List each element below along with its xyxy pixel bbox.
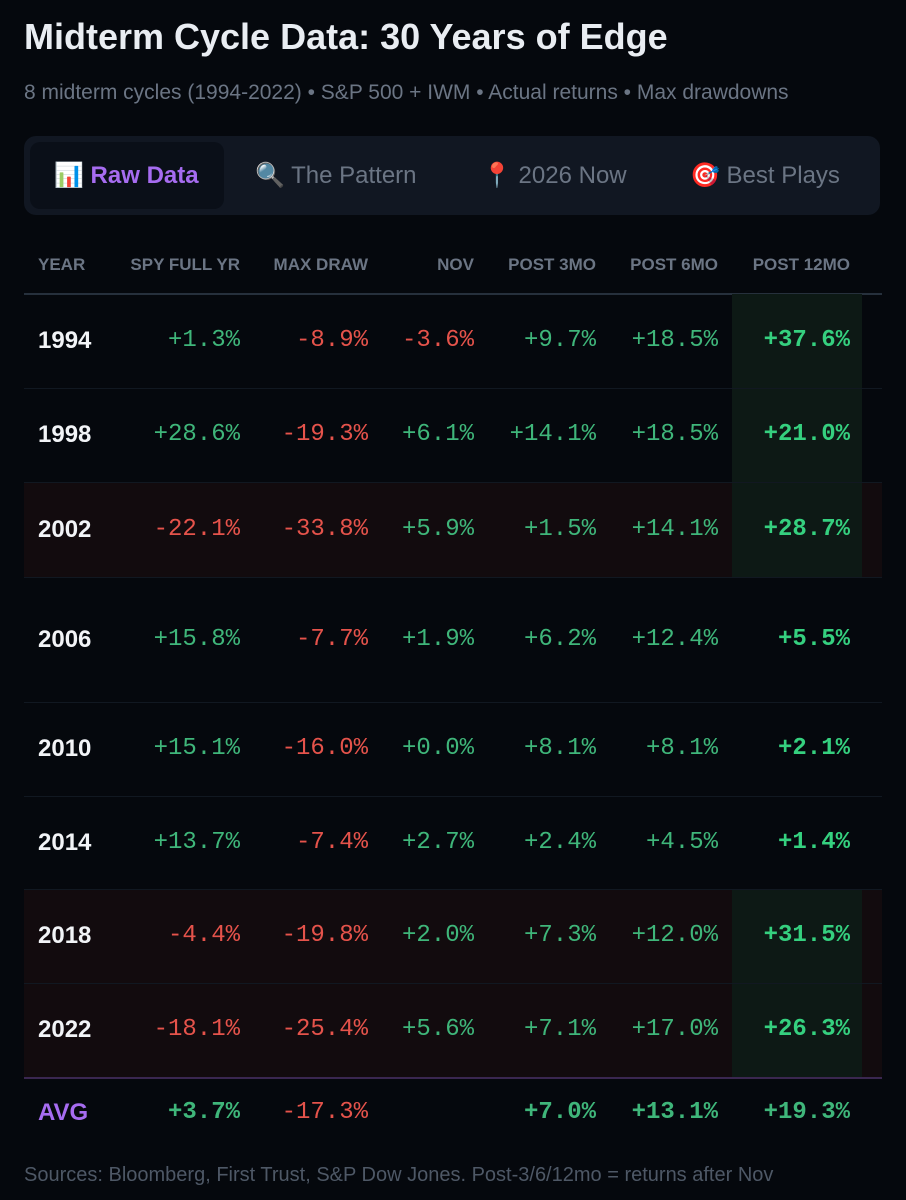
cell: +9.7% (523, 327, 596, 354)
cell: +13.7% (153, 828, 240, 856)
highlight (732, 294, 862, 388)
avg-label: AVG (38, 1099, 89, 1126)
cell: +15.1% (153, 735, 240, 762)
avg-cell: +7.0% (523, 1099, 596, 1126)
year: 2006 (38, 625, 92, 653)
cell: +15.8% (153, 625, 240, 653)
row-separator (24, 388, 882, 389)
cell: -3.6% (401, 327, 474, 354)
highlight (732, 388, 862, 482)
subtitle: 8 midterm cycles (1994-2022) • S&P 500 +… (24, 81, 789, 104)
column-header[interactable]: POST 6MO (630, 255, 718, 274)
tab[interactable]: 🎯 Best Plays (690, 162, 840, 189)
cell: +37.6% (763, 327, 850, 354)
cell: +6.2% (523, 625, 596, 653)
cell: +6.1% (401, 421, 474, 448)
cell: +4.5% (645, 828, 718, 856)
cell: +14.1% (631, 515, 718, 543)
row-separator (24, 482, 882, 483)
cell: -19.8% (281, 922, 368, 949)
cell: +7.1% (523, 1016, 596, 1043)
cell: +28.6% (153, 421, 240, 448)
highlight (732, 983, 862, 1077)
cell: -4.4% (167, 922, 240, 949)
tab[interactable]: 📊 Raw Data (54, 162, 199, 189)
cell: +26.3% (763, 1016, 850, 1043)
cell: -8.9% (295, 327, 368, 354)
cell: +2.4% (523, 828, 596, 856)
row-separator (24, 577, 882, 578)
cell: +8.1% (645, 735, 718, 762)
cell: +2.0% (401, 922, 474, 949)
cell: +18.5% (631, 327, 718, 354)
row-separator (24, 796, 882, 797)
cell: +5.9% (401, 515, 474, 543)
cell: +1.5% (523, 515, 596, 543)
avg-cell: -17.3% (281, 1099, 368, 1126)
tab[interactable]: 🔍 The Pattern (255, 162, 417, 189)
cell: -25.4% (281, 1016, 368, 1043)
row-separator (24, 983, 882, 984)
highlight (732, 482, 862, 577)
cell: +8.1% (523, 735, 596, 762)
row-separator (24, 702, 882, 703)
year: 2010 (38, 735, 92, 762)
tab[interactable]: 📍 2026 Now (482, 162, 627, 189)
year: 1998 (38, 421, 92, 448)
cell: -22.1% (153, 515, 240, 543)
cell: +17.0% (631, 1016, 718, 1043)
cell: +31.5% (763, 922, 850, 949)
column-header[interactable]: YEAR (38, 255, 86, 274)
cell: -16.0% (281, 735, 368, 762)
cell: +1.4% (777, 828, 850, 856)
column-header[interactable]: POST 12MO (752, 255, 850, 274)
cell: +1.3% (167, 327, 240, 354)
column-header[interactable]: SPY FULL YR (130, 255, 240, 274)
avg-cell: +19.3% (763, 1099, 850, 1126)
avg-rule (24, 1077, 882, 1079)
cell: +28.7% (763, 515, 850, 543)
column-header[interactable]: POST 3MO (508, 255, 596, 274)
footer: Sources: Bloomberg, First Trust, S&P Dow… (24, 1164, 774, 1186)
title: Midterm Cycle Data: 30 Years of Edge (24, 16, 668, 57)
cell: +14.1% (509, 421, 596, 448)
cell: +5.6% (401, 1016, 474, 1043)
cell: -18.1% (153, 1016, 240, 1043)
year: 2002 (38, 515, 92, 543)
cell: +5.5% (777, 625, 850, 653)
cell: +0.0% (401, 735, 474, 762)
cell: -33.8% (281, 515, 368, 543)
year: 1994 (38, 327, 92, 354)
year: 2014 (38, 828, 92, 856)
year: 2018 (38, 922, 92, 949)
highlight (732, 889, 862, 983)
column-header[interactable]: NOV (437, 255, 474, 274)
avg-cell: +13.1% (631, 1099, 718, 1126)
cell: -7.7% (295, 625, 368, 653)
cell: +2.7% (401, 828, 474, 856)
row-separator (24, 889, 882, 890)
active-tab[interactable] (30, 142, 224, 209)
cell: +2.1% (777, 735, 850, 762)
cell: -7.4% (295, 828, 368, 856)
cell: -19.3% (281, 421, 368, 448)
avg-cell: +3.7% (167, 1099, 240, 1126)
cell: +1.9% (401, 625, 474, 653)
cell: +12.0% (631, 922, 718, 949)
cell: +12.4% (631, 625, 718, 653)
year: 2022 (38, 1016, 92, 1043)
cell: +21.0% (763, 421, 850, 448)
header-rule (24, 293, 882, 295)
cell: +18.5% (631, 421, 718, 448)
cell: +7.3% (523, 922, 596, 949)
column-header[interactable]: MAX DRAW (273, 255, 368, 274)
